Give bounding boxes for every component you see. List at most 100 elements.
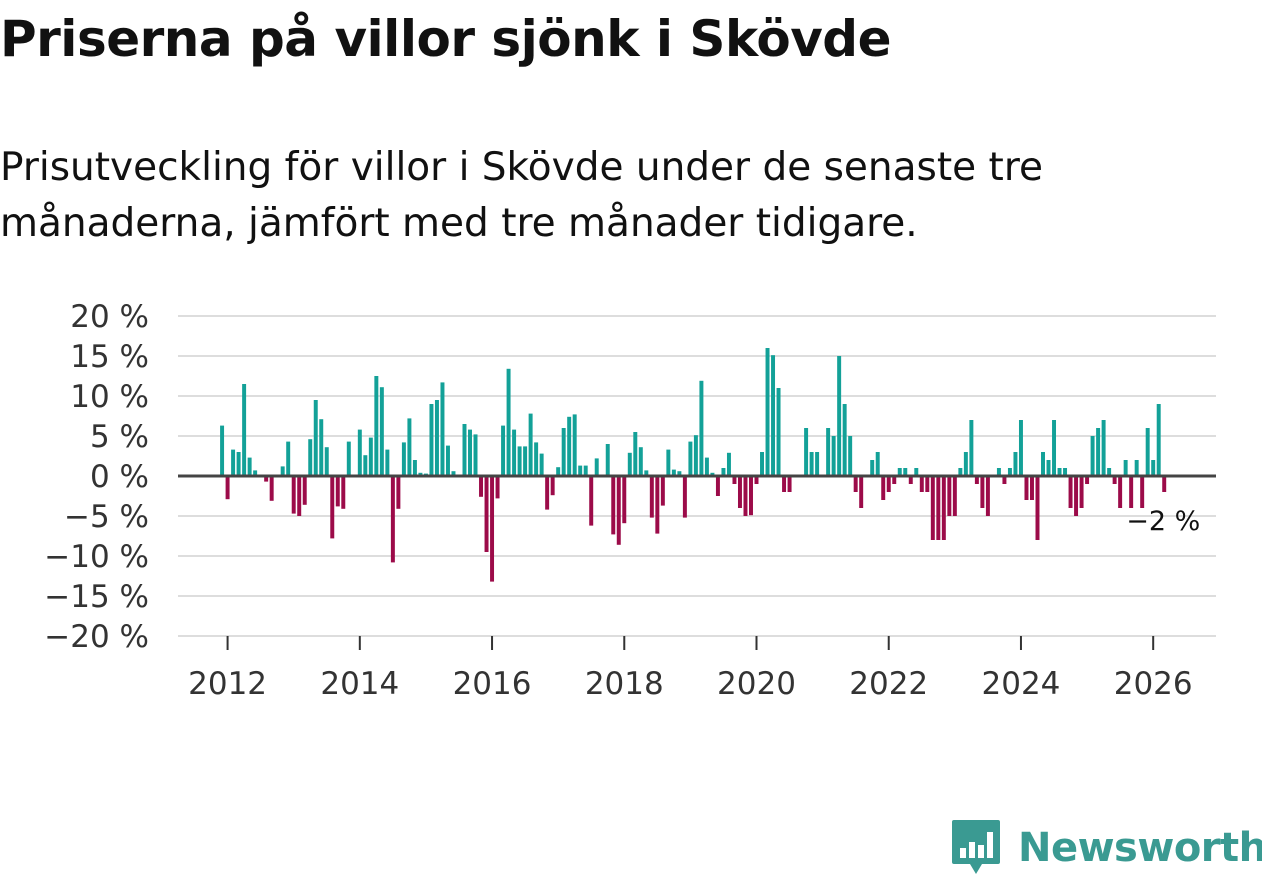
bar: [737, 476, 742, 508]
bar: [324, 447, 329, 476]
bar: [848, 436, 853, 476]
bar: [528, 413, 533, 476]
y-tick-label: −15 %: [44, 579, 149, 615]
bar: [1090, 436, 1095, 476]
bar: [826, 428, 831, 476]
bar: [809, 452, 814, 476]
bar: [374, 376, 379, 476]
bar: [440, 382, 445, 476]
bar: [567, 416, 572, 476]
bar: [368, 437, 373, 476]
bar: [594, 458, 599, 476]
bar: [1112, 476, 1117, 484]
bar: [247, 457, 252, 476]
bar: [660, 476, 665, 506]
bar: [379, 387, 384, 476]
bar: [429, 404, 434, 476]
bar: [335, 476, 340, 507]
bar: [693, 435, 698, 476]
bar: [688, 441, 693, 476]
bar: [974, 476, 979, 484]
bar: [616, 476, 621, 545]
bar: [1041, 452, 1045, 476]
bar: [484, 476, 489, 552]
y-tick-label: 20 %: [70, 299, 149, 335]
y-axis: 20 % 15 % 10 % 5 % 0 % −5 % −10 % −15 % −20 %: [44, 299, 149, 655]
bars: [220, 348, 1167, 582]
bar: [451, 471, 456, 476]
bar: [963, 452, 968, 476]
bar: [704, 457, 709, 476]
bar: [1057, 468, 1062, 476]
bar: [1079, 476, 1084, 508]
bar: [517, 446, 522, 476]
bar: [1134, 460, 1139, 476]
bar: [313, 400, 318, 476]
bar: [1085, 476, 1090, 484]
bar: [346, 441, 351, 476]
y-tick-label: −10 %: [44, 539, 149, 575]
bar: [418, 472, 423, 476]
bar: [655, 476, 660, 534]
bar: [699, 380, 704, 476]
x-tick-label: 2018: [585, 666, 664, 702]
bar: [853, 476, 858, 492]
bar: [407, 418, 412, 476]
bar: [297, 476, 302, 516]
bar: [908, 476, 913, 484]
bar: [941, 476, 946, 540]
bar: [743, 476, 748, 516]
bar: [1156, 404, 1161, 476]
bar: [220, 425, 225, 476]
bar: [897, 468, 902, 476]
brand-name: Newsworthy: [1018, 825, 1262, 871]
bar: [633, 432, 638, 476]
bar: [357, 429, 362, 476]
bar: [611, 476, 616, 535]
bar: [589, 476, 594, 526]
bar: [572, 414, 577, 476]
bar: [870, 460, 875, 476]
bar: [886, 476, 891, 492]
bar: [280, 466, 285, 476]
bar: [859, 476, 864, 508]
bar: [622, 476, 627, 524]
bar: [396, 476, 401, 509]
bar: [330, 476, 335, 539]
bar: [523, 446, 528, 476]
bar: [445, 445, 450, 476]
bar: [732, 476, 737, 484]
bar: [919, 476, 924, 492]
bar: [969, 420, 974, 476]
x-tick-label: 2024: [982, 666, 1061, 702]
y-tick-label: 10 %: [70, 379, 149, 415]
bar: [760, 452, 764, 476]
bar: [831, 436, 836, 476]
x-tick-label: 2014: [320, 666, 399, 702]
bar: [787, 476, 792, 492]
bar: [561, 428, 566, 476]
x-tick-label: 2022: [849, 666, 928, 702]
bar: [644, 470, 649, 476]
x-tick-label: 2020: [717, 666, 796, 702]
bar: [401, 442, 406, 476]
bar: [782, 476, 787, 492]
bar: [545, 476, 550, 510]
bar: [1068, 476, 1073, 508]
bar: [253, 470, 258, 476]
bar: [749, 476, 753, 516]
bar: [385, 449, 390, 476]
bar: [1063, 468, 1068, 476]
chart-title: Priserna på villor sjönk i Skövde: [0, 10, 892, 68]
x-tick-label: 2012: [188, 666, 267, 702]
bar: [1024, 476, 1029, 500]
bar: [512, 429, 517, 476]
bar: [925, 476, 930, 492]
bar: [1107, 468, 1112, 476]
y-tick-label: −20 %: [44, 619, 149, 655]
bar: [1123, 460, 1128, 476]
bar: [771, 355, 776, 476]
bar: [627, 452, 632, 476]
bar: [671, 469, 676, 476]
bar: [605, 444, 610, 476]
